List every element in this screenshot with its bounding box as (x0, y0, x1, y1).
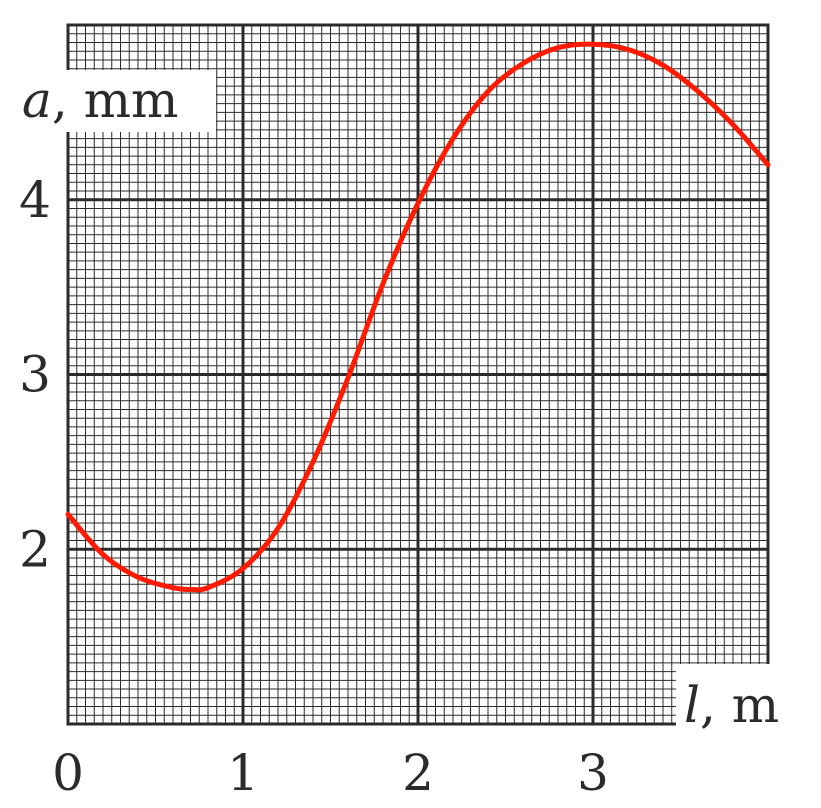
y-tick-labels: 2 3 4 (19, 171, 51, 579)
y-axis-label-variable: a (22, 71, 52, 129)
x-tick-labels: 0 1 2 3 (52, 744, 609, 802)
y-axis-label-background (14, 70, 216, 132)
x-tick-label: 1 (227, 744, 259, 802)
plot-frame (66, 23, 770, 726)
x-tick-label: 0 (52, 744, 84, 802)
y-axis-label-unit: , mm (52, 71, 179, 129)
x-tick-label: 3 (577, 744, 609, 802)
x-axis-label: l, m (684, 676, 779, 734)
y-axis-label: a, mm (22, 71, 178, 129)
x-axis-label-unit: , m (700, 676, 779, 734)
x-tick-label: 2 (402, 744, 434, 802)
series-line (65, 41, 771, 593)
x-axis-label-background (676, 664, 804, 736)
y-tick-label: 2 (19, 520, 51, 578)
y-tick-label: 4 (19, 171, 51, 229)
x-axis-label-variable: l (684, 676, 700, 734)
y-tick-label: 3 (19, 346, 51, 404)
